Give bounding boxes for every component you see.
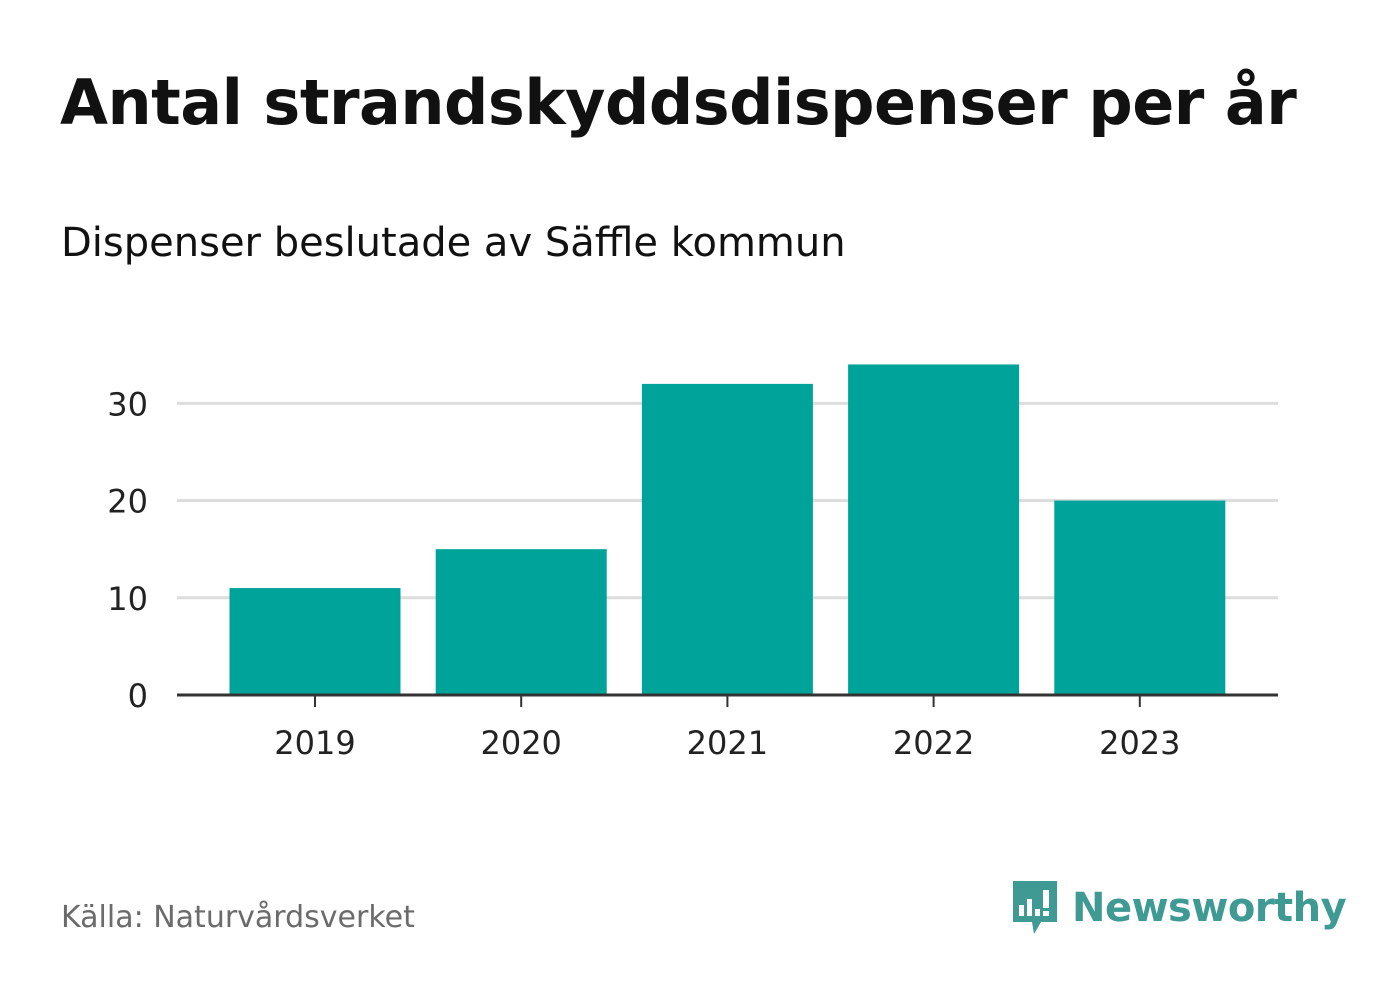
y-tick-label-30: 30 bbox=[107, 385, 148, 423]
y-tick-label-0: 0 bbox=[128, 677, 148, 715]
axes: 0 10 20 30 2019 2020 2021 2022 2023 bbox=[107, 385, 1278, 762]
brand-name: Newsworthy bbox=[1072, 885, 1347, 931]
brand-logo: Newsworthy bbox=[1010, 878, 1347, 938]
bar-2020 bbox=[435, 549, 607, 695]
x-tick-label-2022: 2022 bbox=[893, 724, 974, 762]
x-tick-label-2021: 2021 bbox=[687, 724, 768, 762]
y-tick-label-20: 20 bbox=[107, 483, 148, 521]
bar-2019 bbox=[229, 588, 401, 695]
bar-chart-speech-bubble-icon bbox=[1013, 881, 1057, 934]
bar-2021 bbox=[641, 383, 813, 695]
x-tick-label-2019: 2019 bbox=[274, 724, 355, 762]
chart-title: Antal strandskyddsdispenser per år bbox=[60, 66, 1297, 139]
x-tick-label-2023: 2023 bbox=[1099, 724, 1180, 762]
bars bbox=[229, 364, 1226, 695]
chart-subtitle: Dispenser beslutade av Säffle kommun bbox=[61, 220, 846, 266]
bar-2022 bbox=[848, 364, 1020, 695]
source-note: Källa: Naturvårdsverket bbox=[61, 900, 415, 935]
x-tick-label-2020: 2020 bbox=[480, 724, 561, 762]
y-tick-label-10: 10 bbox=[107, 580, 148, 618]
bar-2023 bbox=[1054, 500, 1226, 695]
